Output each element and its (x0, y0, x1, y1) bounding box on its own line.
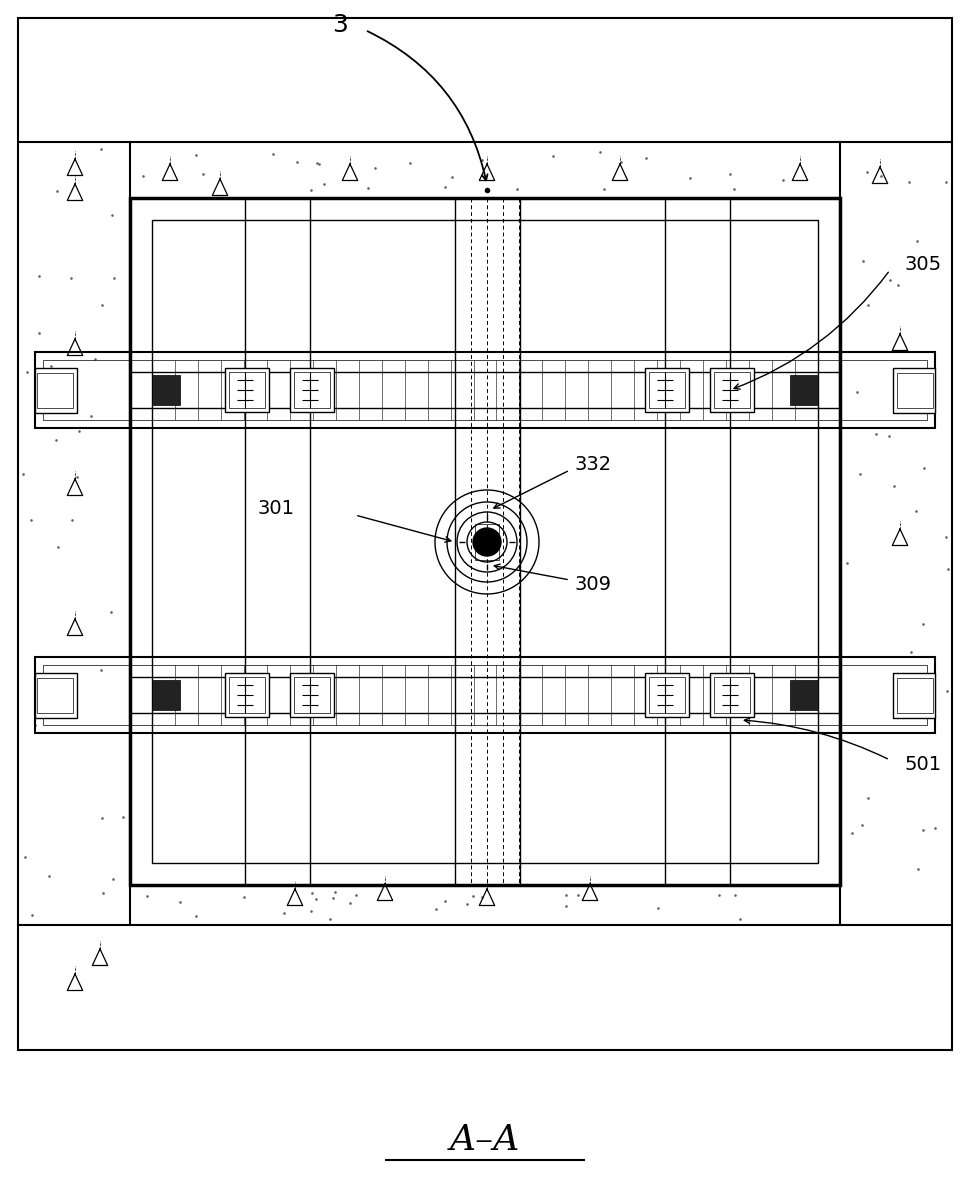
Bar (789, 680, 817, 710)
Bar (644, 673, 688, 717)
Text: 501: 501 (904, 755, 941, 775)
Bar (35, 673, 77, 718)
Bar (229, 372, 265, 408)
Bar (35, 657, 934, 733)
Text: 305: 305 (904, 256, 941, 275)
Bar (37, 374, 73, 408)
Bar (130, 198, 839, 885)
Bar (229, 677, 265, 713)
Bar (225, 673, 268, 717)
Bar (225, 368, 268, 412)
Text: 301: 301 (258, 498, 295, 518)
Bar (650, 375, 678, 405)
Bar (152, 375, 180, 405)
Bar (296, 375, 324, 405)
Bar (713, 372, 749, 408)
Bar (18, 18, 951, 142)
Bar (713, 677, 749, 713)
Bar (475, 524, 498, 560)
Bar (35, 368, 77, 413)
Text: 3: 3 (331, 13, 348, 37)
Bar (294, 372, 329, 408)
Bar (892, 368, 934, 413)
Bar (896, 679, 932, 713)
Bar (18, 925, 951, 1050)
Bar (709, 368, 753, 412)
Bar (290, 673, 333, 717)
Bar (43, 665, 926, 725)
Bar (789, 375, 817, 405)
Bar (152, 680, 180, 710)
Bar (43, 360, 926, 420)
Bar (648, 677, 684, 713)
Bar (896, 374, 932, 408)
Bar (152, 220, 817, 864)
Bar (296, 680, 324, 710)
Bar (35, 352, 934, 428)
Bar (290, 368, 333, 412)
Text: 332: 332 (575, 454, 611, 473)
Bar (294, 677, 329, 713)
Bar (648, 372, 684, 408)
Bar (37, 679, 73, 713)
Text: 309: 309 (575, 575, 611, 594)
Bar (709, 673, 753, 717)
Bar (892, 673, 934, 718)
Circle shape (473, 528, 500, 556)
Bar (650, 680, 678, 710)
Bar (644, 368, 688, 412)
Text: A–A: A–A (450, 1123, 519, 1157)
